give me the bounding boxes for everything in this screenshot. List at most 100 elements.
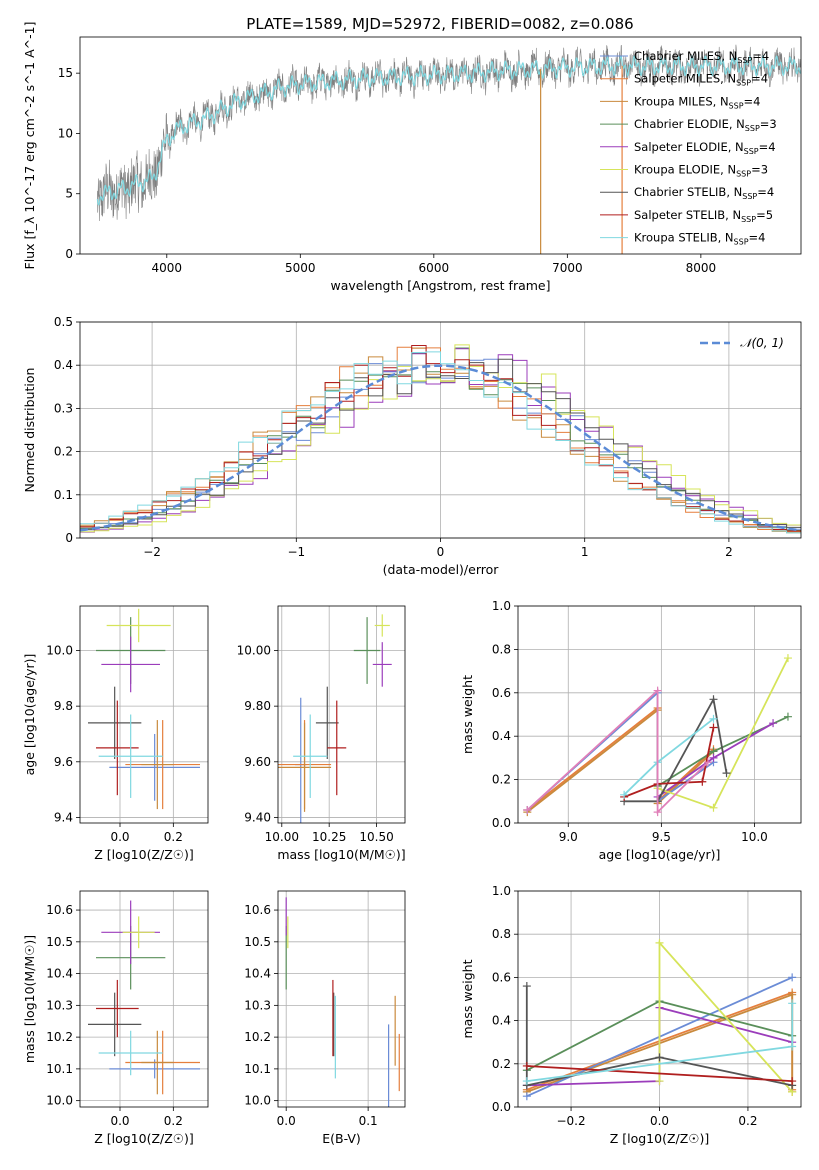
weight-marker <box>653 686 662 695</box>
data-point <box>96 979 139 1038</box>
legend-count: =5 <box>756 208 773 222</box>
data-point <box>315 686 339 760</box>
y-tick-label: 9.40 <box>244 810 271 824</box>
x-tick-label: 0.0 <box>110 1114 129 1128</box>
weight-marker <box>698 777 707 786</box>
y-tick-label: 10.6 <box>46 903 73 917</box>
y-tick-label: 0 <box>65 247 73 261</box>
y-tick-label: 0.3 <box>54 401 73 415</box>
weight-marker <box>788 990 797 999</box>
figure-title: PLATE=1589, MJD=52972, FIBERID=0082, z=0… <box>246 15 633 33</box>
y-tick-label: 10.2 <box>244 1030 271 1044</box>
y-tick-label: 10.1 <box>46 1062 73 1076</box>
age-vs-mass-panel: 10.00 10.25 10.50 9.40 9.60 9.80 10.00 mass [lo… <box>237 605 406 862</box>
x-tick-label: 0.2 <box>164 830 183 844</box>
y-tick-label: 10.5 <box>46 935 73 949</box>
axes-frame <box>517 605 802 824</box>
weight-vs-metallicity-panel: −0.2 0.0 0.2 0.0 0.2 0.4 0.6 0.8 1.0 Z [log10(Z/Z… <box>460 884 802 1146</box>
x-axis-label: age [log10(age/yr)] <box>599 847 721 862</box>
legend-count: =4 <box>757 185 774 199</box>
legend-subscript: SSP <box>734 238 749 247</box>
weight-marker <box>709 714 718 723</box>
legend-subscript: SSP <box>729 101 744 110</box>
y-tick-label: 0.0 <box>492 1100 511 1114</box>
y-axis-label: mass [log10(M/M☉)] <box>22 935 37 1063</box>
legend-count: =4 <box>751 72 768 86</box>
x-tick-label: 9.0 <box>559 830 578 844</box>
legend-entry: Chabrier MILES, NSSP=4 <box>634 49 769 65</box>
x-tick-label: 0.2 <box>164 1114 183 1128</box>
legend-count: =4 <box>752 49 769 63</box>
data-point <box>141 720 174 810</box>
y-axis-label: mass weight <box>460 675 475 754</box>
plot-area <box>96 44 801 254</box>
legend-count: =3 <box>751 163 768 177</box>
x-axis-label: Z [log10(Z/Z☉)] <box>610 1131 710 1146</box>
weight-marker <box>655 938 664 947</box>
y-tick-label: 5 <box>65 187 73 201</box>
x-tick-label: 0.0 <box>110 830 129 844</box>
legend-count: =4 <box>749 231 766 245</box>
legend-subscript: SSP <box>742 192 757 201</box>
x-tick-label: 9.5 <box>652 830 671 844</box>
x-tick-label: 1 <box>581 545 589 559</box>
legend-count: =4 <box>744 94 761 108</box>
y-tick-label: 0.2 <box>492 1057 511 1071</box>
data-point <box>327 700 347 796</box>
weight-series-line <box>658 940 793 1093</box>
axes-frame <box>517 890 802 1108</box>
data-point <box>101 636 160 693</box>
weight-series-line <box>624 696 728 803</box>
x-tick-label: 10.00 <box>265 830 299 844</box>
y-tick-label: 10.0 <box>244 1094 271 1108</box>
legend-subscript: SSP <box>737 56 752 65</box>
y-tick-label: 0.6 <box>492 686 511 700</box>
y-tick-label: 0.0 <box>492 816 511 830</box>
weight-marker <box>523 805 532 814</box>
weight-marker <box>788 999 797 1008</box>
data-point <box>88 992 142 1057</box>
x-axis-label: E(B-V) <box>322 1131 361 1146</box>
weight-marker <box>709 723 718 732</box>
legend-entry: Salpeter MILES, NSSP=4 <box>634 72 768 88</box>
data-point <box>109 733 200 801</box>
weight-marker <box>522 982 531 991</box>
x-tick-label: 7000 <box>552 261 583 275</box>
legend-subscript: SSP <box>736 170 751 179</box>
x-tick-label: 5000 <box>285 261 316 275</box>
weight-marker <box>769 719 778 728</box>
y-tick-label: 0.8 <box>492 642 511 656</box>
y-axis-label: Flux [f_λ 10^-17 erg cm^-2 s^-1 A^-1] <box>22 22 37 270</box>
x-axis-label: mass [log10(M/M☉)] <box>277 847 405 862</box>
y-tick-label: 10.0 <box>46 644 73 658</box>
axes-frame <box>79 890 209 1108</box>
data-point <box>122 916 155 949</box>
y-tick-label: 0.4 <box>492 729 511 743</box>
axes-frame <box>79 321 802 539</box>
y-tick-label: 10.1 <box>244 1062 271 1076</box>
y-tick-label: 15 <box>58 66 73 80</box>
plot-area <box>522 938 797 1101</box>
y-axis-label: mass weight <box>460 959 475 1038</box>
weight-marker <box>620 790 629 799</box>
y-tick-label: 0.8 <box>492 927 511 941</box>
data-point <box>278 722 332 812</box>
x-tick-label: 0.1 <box>359 1114 378 1128</box>
data-point <box>106 608 171 643</box>
y-tick-label: 1.0 <box>492 884 511 898</box>
y-tick-label: 1.0 <box>492 599 511 613</box>
x-tick-label: 0.2 <box>738 1114 757 1128</box>
y-tick-label: 10 <box>58 126 73 140</box>
weight-marker <box>703 758 712 767</box>
weight-marker <box>783 712 792 721</box>
weight-marker <box>522 1061 531 1070</box>
histogram-series <box>80 352 801 531</box>
mass-vs-ebv-panel: 0.0 0.1 10.0 10.1 10.2 10.3 10.4 10.5 10.6 E(B-V) <box>244 890 406 1146</box>
y-tick-label: 0.5 <box>54 315 73 329</box>
axes-frame <box>79 605 209 824</box>
legend-subscript: SSP <box>736 79 751 88</box>
legend-subscript: SSP <box>741 215 756 224</box>
weight-marker <box>709 803 718 812</box>
weight-series-line <box>526 1065 793 1082</box>
